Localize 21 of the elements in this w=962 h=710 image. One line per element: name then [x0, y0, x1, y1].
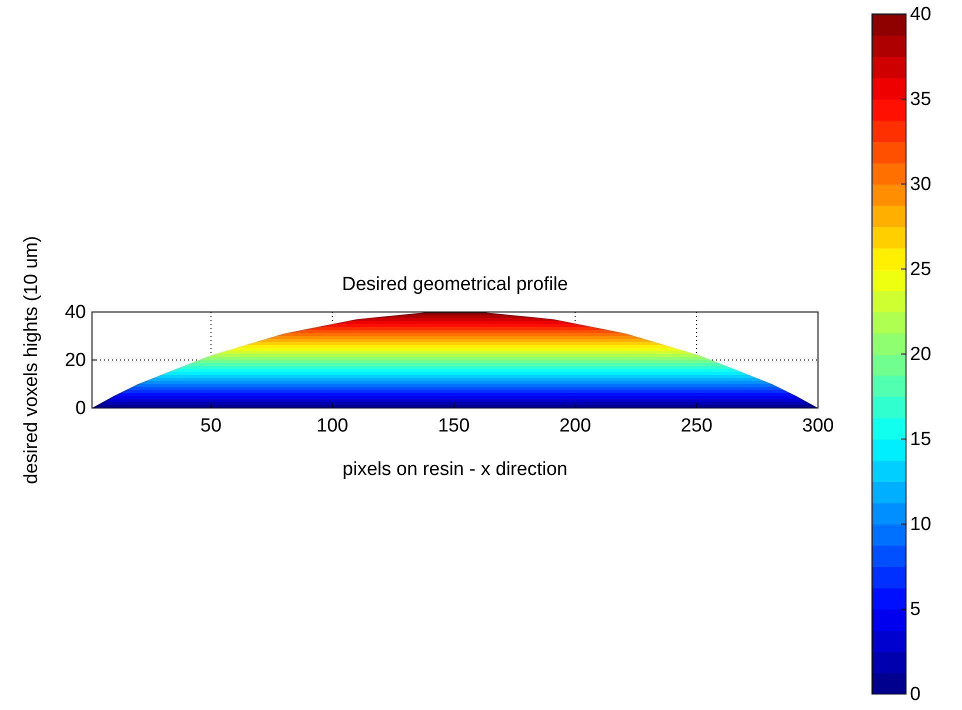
color-bar-label: 0	[910, 684, 921, 706]
x-tick-label: 50	[200, 415, 222, 436]
x-tick-label: 100	[316, 415, 348, 436]
y-tick-label: 40	[64, 302, 86, 324]
color-bar-label: 30	[910, 174, 932, 196]
x-axis-title: pixels on resin - x direction	[342, 459, 568, 480]
color-bar-label: 35	[910, 89, 932, 110]
color-bar-label: 40	[910, 4, 932, 26]
color-bar-label: 5	[910, 599, 921, 620]
y-tick-label: 20	[64, 350, 86, 372]
color-bar-label: 20	[910, 344, 932, 366]
y-tick-label: 0	[75, 398, 86, 420]
color-bar-label: 10	[910, 514, 932, 536]
chart-title: Desired geometrical profile	[342, 274, 568, 295]
x-tick-label: 300	[802, 415, 834, 436]
x-tick-label: 150	[438, 415, 470, 436]
x-tick-label: 200	[559, 415, 592, 436]
y-axis-title: desired voxels hights (10 um)	[21, 236, 42, 484]
color-bar-label: 25	[910, 259, 932, 280]
color-bar-label: 15	[910, 429, 932, 450]
x-tick-label: 250	[680, 415, 712, 436]
